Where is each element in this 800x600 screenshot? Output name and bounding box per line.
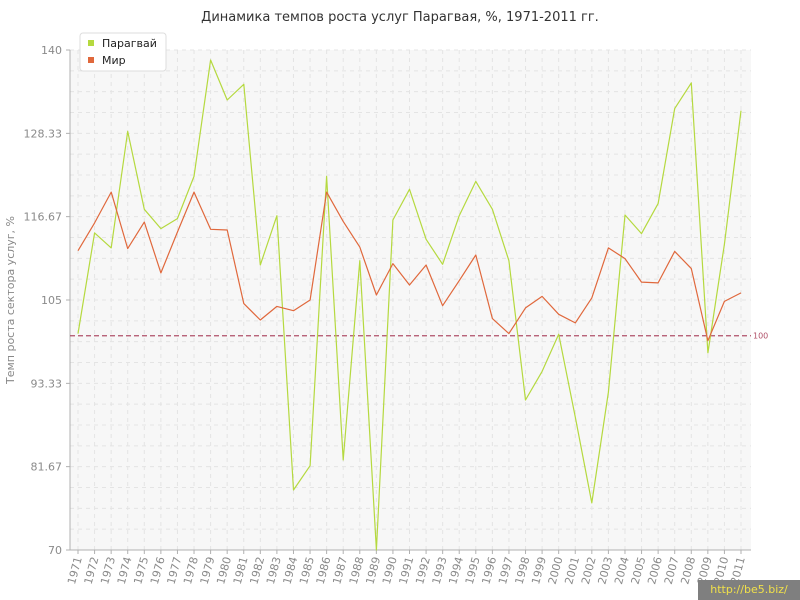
legend-box	[79, 32, 167, 72]
chart-title: Динамика темпов роста услуг Парагвая, %,…	[201, 10, 599, 25]
series-line-world	[77, 191, 742, 342]
y-tick-label: 140	[41, 44, 62, 57]
legend-marker	[88, 40, 94, 46]
y-tick-label: 70	[48, 544, 62, 557]
y-tick-label: 81.67	[31, 461, 63, 474]
legend-label: Парагвай	[102, 37, 157, 50]
series-line-paraguay	[77, 59, 742, 551]
watermark-link[interactable]: http://be5.biz/	[698, 580, 800, 600]
reference-line-label: 100	[753, 332, 768, 341]
y-tick-label: 93.33	[31, 377, 63, 390]
legend-marker	[88, 57, 94, 63]
y-tick-label: 128.33	[24, 127, 63, 140]
y-tick-label: 105	[41, 294, 62, 307]
y-axis-label: Темп роста сектора услуг, %	[4, 216, 17, 385]
legend-label: Мир	[102, 54, 126, 67]
y-tick-label: 116.67	[24, 211, 63, 224]
